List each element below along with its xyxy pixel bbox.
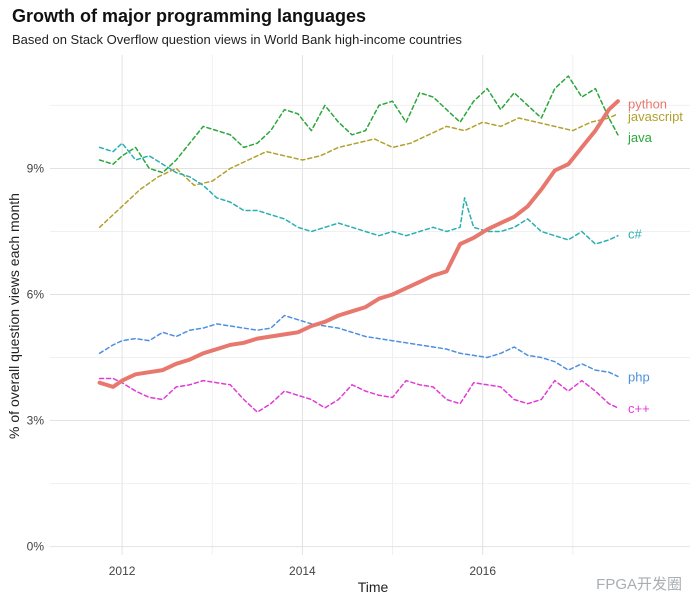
y-tick-label: 0% [27,540,45,554]
series-label-c: c# [628,227,643,242]
y-tick-label: 3% [27,414,45,428]
chart-subtitle: Based on Stack Overflow question views i… [12,32,462,47]
series-line-c [98,377,619,413]
watermark: FPGA开发圈 [596,576,682,593]
y-axis-label: % of overall question views each month [6,193,22,439]
x-tick-label: 2014 [289,564,316,578]
axis-ticks: 0% 3% 6% 9% 2012 2014 2016 [27,161,497,578]
series-label-javascript: javascript [627,109,683,124]
series-line-php [98,314,619,378]
series-line-c [98,142,619,245]
series-line-javascript [98,113,619,229]
grid-lines [50,55,690,555]
x-tick-label: 2012 [109,564,136,578]
series-label-php: php [628,369,650,384]
y-tick-label: 6% [27,287,45,301]
series-line-python [97,99,620,389]
y-tick-label: 9% [27,161,45,175]
series-label-python: python [628,96,667,111]
x-tick-label: 2016 [469,564,496,578]
series-label-c: c++ [628,401,650,416]
series-label-java: java [627,130,653,145]
series-line-java [98,75,619,174]
chart-title: Growth of major programming languages [12,6,367,26]
series-lines [97,75,620,413]
x-axis-label: Time [358,579,389,595]
